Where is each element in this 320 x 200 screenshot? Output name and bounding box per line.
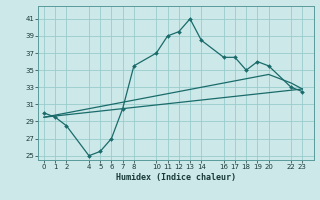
X-axis label: Humidex (Indice chaleur): Humidex (Indice chaleur) <box>116 173 236 182</box>
